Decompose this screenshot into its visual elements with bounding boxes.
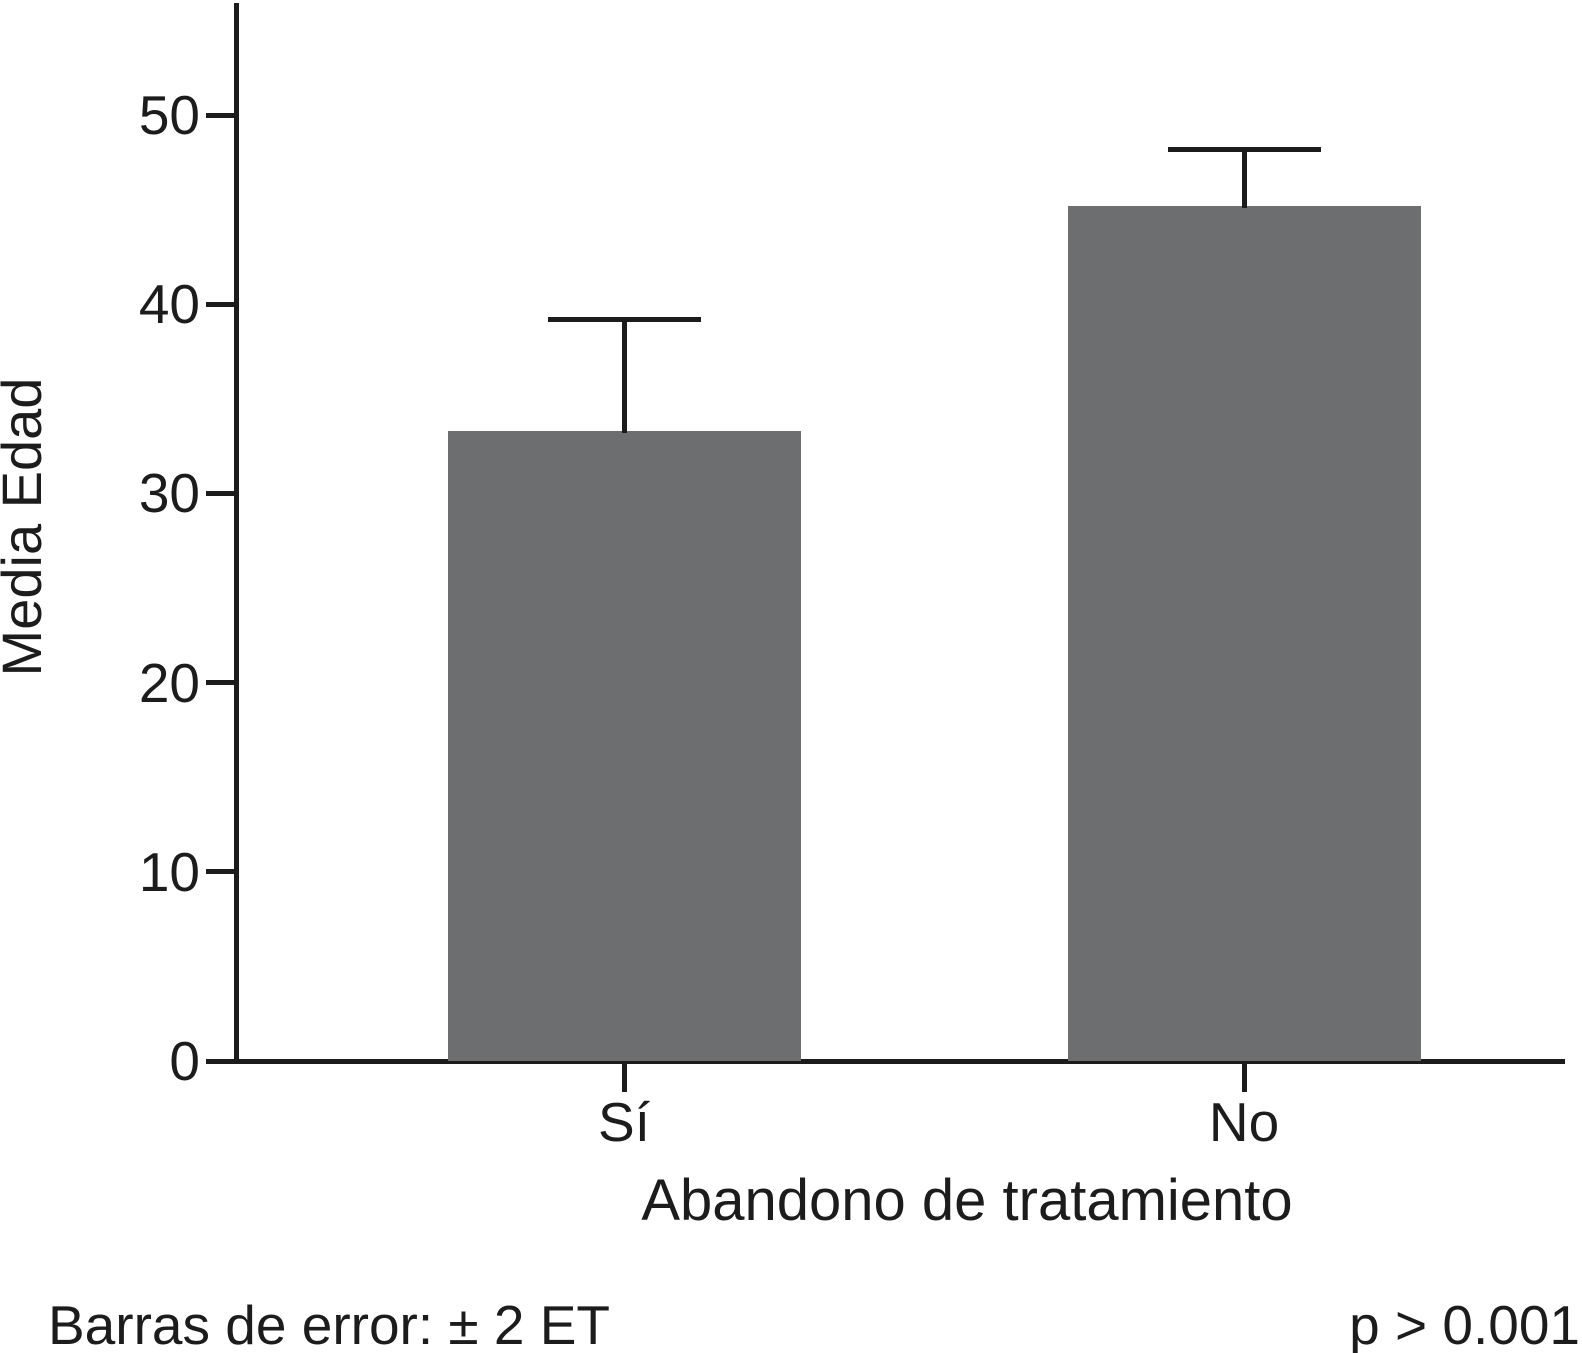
category-label: Sí (598, 1091, 650, 1153)
y-tick (206, 680, 234, 686)
y-tick-label: 0 (169, 1030, 200, 1092)
x-tick (621, 1064, 627, 1092)
bar (447, 430, 801, 1061)
error-bar-cap (547, 316, 701, 322)
y-tick-label: 20 (138, 651, 200, 714)
y-tick-label: 30 (138, 462, 200, 525)
bar (1067, 205, 1421, 1061)
x-axis-title: Abandono de tratamiento (641, 1168, 1293, 1233)
y-tick-label: 40 (138, 273, 200, 336)
y-tick (206, 301, 234, 307)
error-bars-note: Barras de error: ± 2 ET (48, 1294, 611, 1353)
error-bar-cap (1167, 146, 1321, 152)
y-axis-line (234, 3, 239, 1064)
y-tick-label: 50 (138, 84, 200, 146)
p-value-note: p > 0.001 (1349, 1294, 1580, 1353)
category-label: No (1208, 1091, 1280, 1153)
x-axis-line (234, 1059, 1565, 1064)
error-bar-stem (621, 319, 627, 433)
y-tick (206, 112, 234, 118)
y-axis-title: Media Edad (0, 377, 53, 677)
x-tick (1241, 1064, 1247, 1092)
y-tick-label: 10 (138, 840, 200, 903)
y-tick (206, 869, 234, 875)
error-bar-stem (1241, 149, 1247, 208)
y-tick (206, 1058, 234, 1064)
y-tick (206, 490, 234, 496)
